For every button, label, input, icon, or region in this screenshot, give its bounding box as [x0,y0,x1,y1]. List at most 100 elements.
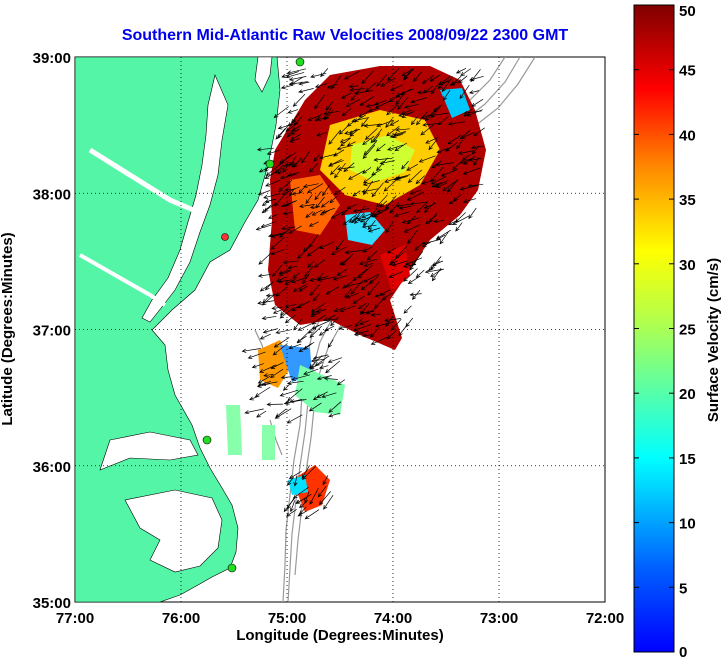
velocity-arrow [333,307,346,312]
velocity-arrow [345,98,361,107]
velocity-arrow [466,109,483,117]
velocity-arrow [273,337,290,348]
velocity-arrow [384,318,401,323]
velocity-arrow [291,112,301,124]
velocity-arrow [344,288,352,299]
velocity-arrow [299,204,315,209]
velocity-arrow [386,247,397,254]
velocity-arrow [311,320,330,330]
land-mass [75,57,281,602]
velocity-arrow [366,250,378,261]
velocity-arrow [309,205,320,210]
velocity-arrow [280,307,287,316]
velocity-arrow [351,215,360,224]
grid-lines [75,57,605,602]
velocity-arrow [456,139,463,150]
velocity-arrow [285,399,305,405]
velocity-arrow [337,166,355,171]
velocity-arrow [384,195,397,210]
velocity-arrow [291,374,311,381]
station-marker [227,563,237,573]
velocity-arrow [330,246,347,255]
velocity-arrow [310,302,326,313]
velocity-arrow [409,189,422,195]
velocity-arrow [471,98,484,107]
velocity-arrow [425,214,438,225]
map-title: Southern Mid-Atlantic Raw Velocities 200… [122,27,569,44]
velocity-arrow [318,491,331,506]
velocity-arrow [288,76,307,82]
pamlico-sound [124,489,223,573]
velocity-arrow [374,100,387,106]
velocity-arrow [361,224,377,229]
velocity-arrow [448,219,458,226]
velocity-arrow [441,76,453,93]
velocity-arrow [341,108,352,117]
y-tick-label: 37:00 [33,323,71,340]
velocity-arrow [309,325,322,338]
velocity-arrow [298,81,310,86]
velocity-arrow [314,94,325,110]
velocity-arrow [430,84,438,95]
velocity-arrow [395,94,404,106]
velocity-arrow [411,289,421,301]
colorbar-tick-label: 50 [679,3,696,20]
velocity-arrow [343,70,361,80]
colorbar-tick-label: 40 [679,127,696,144]
velocity-arrow [354,212,365,224]
velocity-arrow [325,286,340,295]
velocity-arrow [278,228,291,238]
velocity-arrow [362,135,375,145]
velocity-arrow [360,212,377,223]
velocity-arrow [373,157,393,162]
velocity-arrow [265,163,282,177]
velocity-arrow [312,394,323,401]
velocity-arrow [404,103,419,109]
velocity-arrow [359,320,369,325]
velocity-arrow [407,169,423,184]
velocity-arrow [425,137,439,144]
velocity-arrow [264,198,276,203]
velocity-arrow [469,75,484,82]
colorbar [633,4,675,653]
velocity-arrow [308,221,319,227]
colorbar-tick-label: 0 [679,644,687,659]
velocity-arrow [241,348,261,353]
velocity-arrow [323,495,334,510]
velocity-arrow [257,273,272,278]
velocity-arrow [328,401,342,413]
velocity-arrow [336,144,353,151]
velocity-arrow [278,270,292,276]
velocity-arrow [424,201,436,213]
velocity-arrow [442,89,451,101]
velocity-arrow [270,249,284,256]
velocity-arrow [468,207,477,220]
velocity-arrow [410,97,428,104]
velocity-arrow [270,362,284,369]
velocity-arrow [460,68,472,77]
velocity-arrow [462,167,481,175]
velocity-arrow [404,257,423,266]
velocity-arrow [313,259,326,268]
velocity-arrow [318,365,329,370]
velocity-arrow [274,164,285,174]
velocity-arrow [261,315,277,321]
velocity-arrow [422,239,441,246]
velocity-arrow [291,303,304,312]
velocity-arrow [312,354,329,360]
velocity-arrow [428,139,438,151]
velocity-arrow [325,101,334,111]
velocity-arrow [285,72,305,79]
velocity-arrow [271,306,283,311]
velocity-arrow [273,106,289,118]
station-marker [202,435,212,445]
velocity-arrow [388,93,402,103]
velocity-arrow [468,90,480,95]
velocity-arrow [369,328,379,338]
velocity-arrow [307,260,315,268]
velocity-arrow [251,363,264,369]
velocity-arrow [390,318,402,331]
velocity-arrow [433,219,445,224]
velocity-arrow [367,281,380,296]
velocity-arrow [329,196,337,204]
